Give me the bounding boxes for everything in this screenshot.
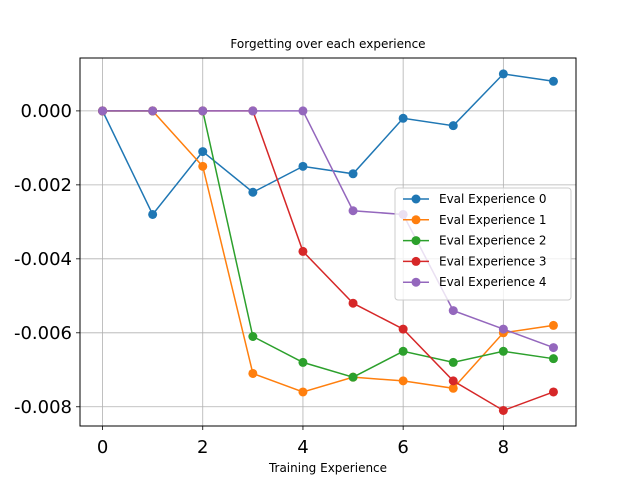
data-point	[448, 383, 458, 393]
x-tick-label: 2	[197, 437, 208, 458]
legend-box	[394, 187, 572, 301]
data-point	[498, 69, 508, 79]
y-tick-label: -0.002	[14, 175, 72, 196]
data-point	[548, 343, 558, 353]
legend-marker	[411, 236, 421, 246]
data-point	[398, 113, 408, 123]
data-point	[198, 147, 208, 157]
legend-label: Eval Experience 0	[439, 192, 547, 206]
data-point	[498, 324, 508, 334]
data-point	[348, 206, 358, 216]
data-point	[348, 298, 358, 308]
y-tick-label: -0.004	[14, 249, 72, 270]
legend-label: Eval Experience 3	[439, 254, 547, 268]
legend-item: Eval Experience 0	[403, 192, 547, 206]
legend-item: Eval Experience 2	[403, 234, 547, 248]
series-line	[102, 110, 554, 393]
legend-marker	[411, 194, 421, 204]
series-line	[102, 110, 554, 349]
data-point	[248, 331, 258, 341]
x-tick-label: 8	[498, 437, 509, 458]
y-tick-label: -0.008	[14, 397, 72, 418]
data-point	[548, 320, 558, 330]
data-point	[98, 106, 108, 116]
chart-title: Forgetting over each experience	[230, 37, 425, 51]
legend-item: Eval Experience 3	[403, 254, 547, 268]
data-point	[548, 354, 558, 364]
series-lines	[98, 69, 558, 415]
data-point	[448, 376, 458, 386]
legend: Eval Experience 0 Eval Experience 1 Eval E…	[394, 187, 572, 301]
x-axis-ticks: 0 2 4 6 8	[97, 426, 509, 458]
data-point	[298, 357, 308, 367]
x-axis-label: Training Experience	[268, 461, 387, 475]
legend-label: Eval Experience 4	[439, 275, 547, 289]
data-point	[448, 306, 458, 316]
x-tick-label: 6	[397, 437, 408, 458]
series-line	[101, 73, 554, 216]
data-point	[448, 357, 458, 367]
legend-marker	[411, 277, 421, 287]
legend-label: Eval Experience 2	[439, 234, 547, 248]
data-point	[548, 387, 558, 397]
data-point	[248, 368, 258, 378]
data-point	[198, 161, 208, 171]
data-point	[398, 376, 408, 386]
y-tick-label: -0.006	[14, 323, 72, 344]
data-point	[348, 372, 358, 382]
grid-lines	[80, 58, 576, 426]
data-point	[248, 106, 258, 116]
data-point	[448, 121, 458, 131]
data-point	[298, 387, 308, 397]
legend-label: Eval Experience 1	[439, 213, 547, 227]
x-tick-label: 0	[97, 437, 108, 458]
data-point	[298, 246, 308, 256]
legend-item: Eval Experience 1	[403, 213, 547, 227]
series-eval-experience-0	[98, 69, 558, 219]
data-point	[398, 346, 408, 356]
legend-item: Eval Experience 4	[403, 275, 547, 289]
data-point	[498, 346, 508, 356]
data-point	[198, 106, 208, 116]
data-point	[498, 405, 508, 415]
legend-marker	[411, 256, 421, 266]
legend-marker	[411, 215, 421, 225]
data-point	[248, 187, 258, 197]
y-axis-ticks: 0.000 -0.002 -0.004 -0.006 -0.008	[14, 101, 80, 418]
data-point	[298, 161, 308, 171]
data-point	[348, 169, 358, 179]
x-tick-label: 4	[297, 437, 308, 458]
y-tick-label: 0.000	[20, 101, 72, 122]
plot-frame	[79, 57, 577, 427]
data-point	[398, 324, 408, 334]
data-point	[548, 76, 558, 86]
data-point	[298, 106, 308, 116]
data-point	[148, 106, 158, 116]
data-point	[148, 209, 158, 219]
